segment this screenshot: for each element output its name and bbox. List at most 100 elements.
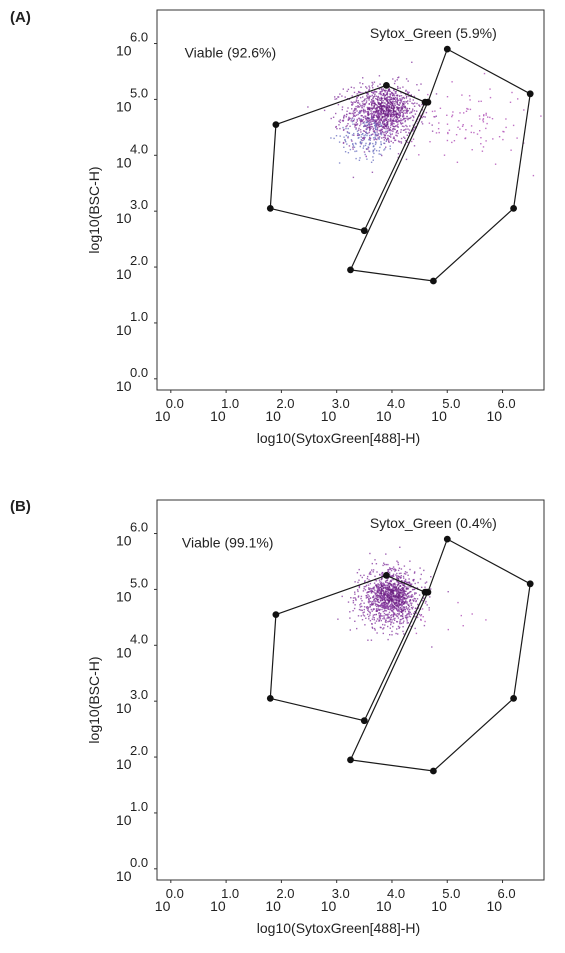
event-point: [380, 104, 382, 106]
y-axis-label: log10(BSC-H): [86, 166, 102, 253]
event-point: [389, 589, 392, 591]
event-point: [396, 620, 398, 623]
event-point: [400, 603, 403, 605]
event-point: [381, 137, 383, 139]
event-point: [393, 117, 396, 119]
event-point: [382, 113, 384, 115]
event-point: [446, 96, 449, 98]
event-point: [371, 588, 373, 590]
event-point: [396, 118, 399, 121]
event-point: [379, 608, 381, 611]
event-point: [386, 130, 389, 132]
event-point: [390, 115, 392, 118]
event-point: [364, 104, 366, 106]
event-point: [392, 130, 394, 133]
event-point: [399, 594, 401, 596]
event-point: [391, 114, 394, 116]
event-point: [428, 607, 430, 609]
event-point: [406, 618, 408, 620]
event-point: [366, 121, 368, 123]
event-point: [381, 585, 383, 587]
event-point: [413, 572, 416, 574]
event-point: [489, 116, 491, 119]
event-point: [405, 617, 408, 619]
event-point: [378, 579, 381, 581]
event-point: [412, 115, 415, 118]
event-point: [370, 107, 372, 109]
event-point: [404, 109, 406, 111]
event-point: [401, 615, 404, 618]
event-point: [352, 115, 355, 118]
event-point: [388, 139, 390, 141]
event-point: [307, 106, 309, 108]
event-point: [399, 598, 401, 600]
event-point: [405, 112, 407, 114]
event-point: [388, 611, 391, 613]
event-point: [360, 136, 362, 138]
event-point: [397, 609, 400, 611]
event-point: [401, 107, 404, 110]
event-point: [392, 101, 394, 103]
event-point: [353, 118, 355, 120]
event-point: [405, 588, 408, 590]
event-point: [380, 92, 382, 95]
event-point: [352, 600, 355, 602]
event-point: [396, 581, 398, 583]
event-point: [377, 96, 379, 99]
event-point: [383, 120, 385, 122]
event-point: [399, 582, 402, 584]
y-tick-exponent: 4.0: [130, 631, 148, 646]
event-point: [375, 584, 377, 586]
event-point: [487, 116, 489, 118]
event-point: [373, 111, 375, 114]
event-point: [402, 101, 405, 103]
event-point: [470, 131, 472, 134]
event-point: [407, 607, 410, 609]
event-point: [451, 81, 453, 83]
event-point: [396, 597, 398, 599]
event-point: [383, 593, 385, 595]
event-point: [394, 139, 397, 141]
event-point: [379, 110, 382, 112]
event-point: [483, 115, 485, 117]
event-point: [384, 94, 387, 97]
event-point: [396, 613, 399, 615]
event-point: [402, 612, 404, 615]
event-point: [396, 97, 398, 99]
event-point: [390, 616, 392, 619]
event-point: [401, 618, 404, 620]
event-point: [401, 600, 404, 602]
event-points: [337, 546, 487, 648]
event-point: [407, 592, 409, 595]
event-point: [382, 623, 384, 626]
event-point: [388, 141, 390, 143]
event-point: [371, 562, 373, 565]
event-point: [401, 595, 403, 598]
event-point: [369, 136, 371, 139]
event-point: [378, 150, 380, 152]
gate-vertex: [430, 767, 437, 775]
event-point: [409, 599, 412, 601]
event-point: [465, 110, 468, 112]
event-point: [399, 596, 401, 598]
event-point: [388, 111, 390, 113]
event-point: [393, 612, 395, 615]
event-point: [367, 584, 370, 586]
event-point: [403, 598, 405, 600]
event-point: [372, 107, 374, 109]
event-point: [402, 584, 405, 587]
event-point: [354, 142, 357, 144]
event-point: [419, 578, 422, 580]
event-point: [392, 614, 395, 617]
event-point: [392, 93, 394, 95]
event-point: [401, 109, 403, 111]
event-point: [391, 614, 393, 616]
event-point: [388, 595, 391, 597]
event-point: [380, 118, 383, 121]
event-point: [387, 114, 389, 116]
event-point: [337, 103, 340, 106]
event-point: [399, 107, 401, 109]
event-point: [396, 615, 399, 617]
event-point: [411, 602, 413, 604]
event-point: [372, 159, 374, 161]
